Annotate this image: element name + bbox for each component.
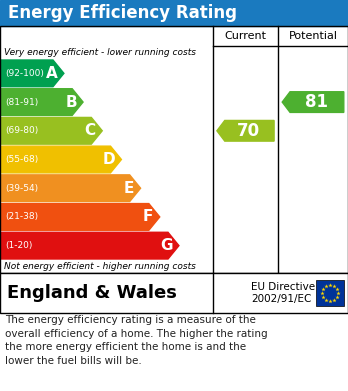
Text: G: G (161, 238, 173, 253)
Text: (81-91): (81-91) (5, 98, 38, 107)
Text: B: B (65, 95, 77, 109)
Polygon shape (1, 204, 160, 230)
Bar (0, 273, 348, 313)
Text: (39-54): (39-54) (5, 184, 38, 193)
Text: EU Directive
2002/91/EC: EU Directive 2002/91/EC (251, 282, 315, 304)
Polygon shape (1, 117, 102, 144)
Text: (55-68): (55-68) (5, 155, 38, 164)
Text: (69-80): (69-80) (5, 126, 38, 135)
Text: Very energy efficient - lower running costs: Very energy efficient - lower running co… (4, 48, 196, 57)
Text: F: F (142, 210, 153, 224)
Text: A: A (46, 66, 58, 81)
Polygon shape (1, 146, 121, 173)
Text: (92-100): (92-100) (5, 69, 44, 78)
Text: E: E (123, 181, 134, 196)
Text: Not energy efficient - higher running costs: Not energy efficient - higher running co… (4, 262, 196, 271)
Polygon shape (1, 89, 83, 115)
Polygon shape (1, 60, 64, 87)
Text: 70: 70 (237, 122, 261, 140)
Polygon shape (1, 232, 179, 259)
Text: (1-20): (1-20) (5, 241, 32, 250)
Text: 81: 81 (305, 93, 328, 111)
Text: The energy efficiency rating is a measure of the
overall efficiency of a home. T: The energy efficiency rating is a measur… (5, 315, 268, 366)
Text: England & Wales: England & Wales (7, 284, 177, 302)
Bar (0, 26, 348, 273)
Polygon shape (282, 92, 344, 112)
Text: Energy Efficiency Rating: Energy Efficiency Rating (8, 4, 237, 22)
Polygon shape (217, 120, 274, 141)
Text: (21-38): (21-38) (5, 212, 38, 221)
Bar (0, 0, 348, 26)
Text: D: D (103, 152, 116, 167)
Polygon shape (1, 175, 141, 202)
Text: Current: Current (224, 31, 267, 41)
Text: C: C (85, 123, 96, 138)
Text: Potential: Potential (288, 31, 338, 41)
Bar (316, 280, 344, 306)
